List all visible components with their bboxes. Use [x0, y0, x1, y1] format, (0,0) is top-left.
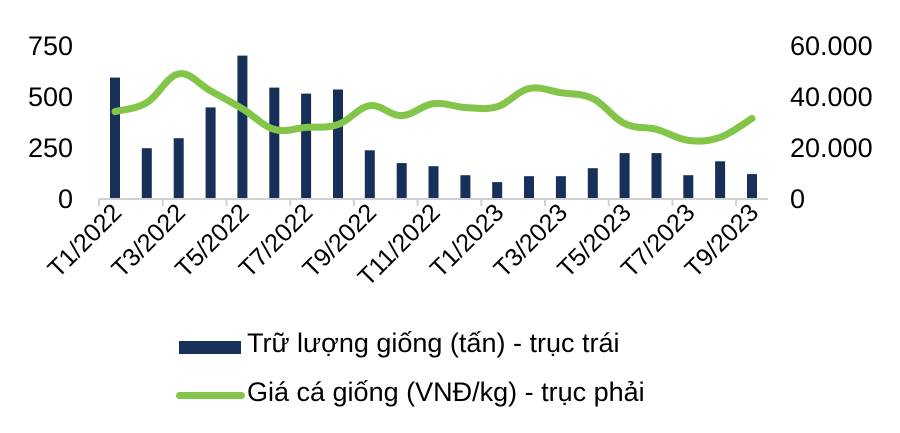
- bar-T2/2023: [524, 176, 534, 198]
- bar-T8/2023: [715, 161, 726, 198]
- y-left-tick-label: 750: [28, 31, 73, 61]
- bar-T10/2022: [396, 163, 407, 198]
- bar-T2/2022: [141, 148, 152, 198]
- bar-T4/2023: [587, 168, 598, 198]
- y-left-tick-label: 0: [58, 184, 73, 214]
- bar-T4/2022: [205, 107, 216, 198]
- bar-T7/2023: [683, 175, 694, 198]
- legend-label-price: Giá cá giống (VNĐ/kg) - trục phải: [247, 377, 645, 407]
- price-line: [111, 70, 756, 145]
- bar-T5/2023: [619, 153, 630, 198]
- bar-T12/2022: [460, 175, 471, 198]
- bar-T3/2023: [555, 176, 566, 198]
- bar-T5/2022: [237, 55, 248, 198]
- y-left-tick-label: 500: [28, 82, 73, 112]
- bar-T3/2022: [173, 138, 184, 198]
- y-right-tick-label: 20.000: [790, 133, 873, 163]
- legend-label-reserve: Trữ lượng giống (tấn) - trục trái: [247, 328, 620, 358]
- bar-T7/2022: [301, 93, 312, 198]
- y-right-tick-label: 40.000: [790, 82, 873, 112]
- line-swatch-icon: [176, 392, 245, 399]
- bar-swatch-icon: [179, 341, 241, 354]
- bar-T1/2022: [110, 77, 120, 198]
- bar-T6/2023: [651, 153, 662, 198]
- bar-T6/2022: [269, 87, 280, 198]
- bar-T1/2023: [492, 182, 503, 198]
- bar-T11/2022: [428, 166, 439, 198]
- y-right-tick-label: 60.000: [790, 31, 873, 61]
- bar-T8/2022: [333, 89, 343, 198]
- bar-T9/2023: [747, 174, 757, 198]
- y-left-tick-label: 250: [28, 133, 73, 163]
- bar-T9/2022: [364, 150, 375, 198]
- y-right-tick-label: 0: [790, 184, 805, 214]
